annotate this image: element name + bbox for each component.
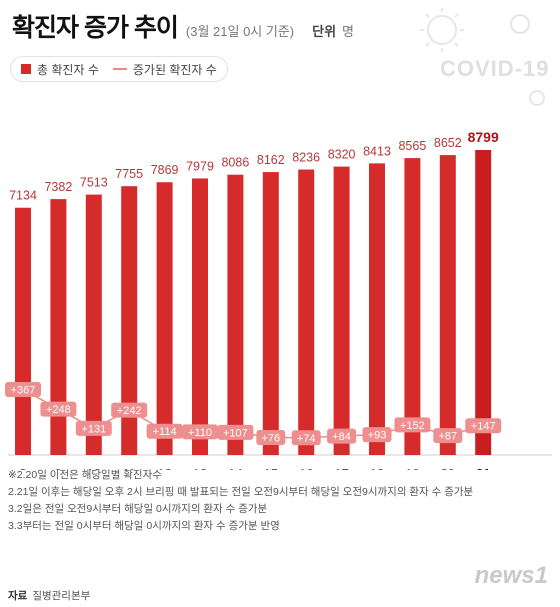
x-tick-label: 19 (405, 466, 419, 470)
increase-value-label: +147 (471, 421, 496, 433)
increase-label-bg (40, 401, 77, 417)
bar-total-cases (50, 199, 67, 455)
footnote: ※2.20일 이전은 해당일별 확진자수 (8, 469, 162, 481)
virus-decoration-icon (420, 8, 545, 106)
increase-value-label: +74 (297, 433, 316, 445)
confirmed-cases-chart: 7134 8 7382 9 7513 10 7755 11 7869 12 7979 13 8086 14… (5, 129, 552, 470)
chart-legend: 총 확진자 수 증가된 확진자 수 (10, 56, 228, 82)
increase-label-bg (75, 420, 112, 436)
bar-total-cases (121, 186, 138, 455)
bar-total-cases (227, 174, 244, 456)
bar-value-label: 8652 (434, 136, 462, 150)
footnote: 2.21일 이후는 해당일 오후 2시 브리핑 때 발표되는 전일 오전9시부터… (8, 486, 474, 498)
bar-total-cases (298, 169, 315, 455)
increase-label-bg (111, 402, 148, 418)
increase-label-bg (5, 381, 41, 397)
chart-header: 확진자 증가 추이 (3월 21일 0시 기준) 단위 명 (12, 8, 354, 48)
increase-label-bg (465, 418, 502, 434)
footnote: 3.3부터는 전일 0시부터 해당일 0시까지의 환자 수 증가분 반영 (8, 520, 280, 532)
increase-value-label: +76 (261, 432, 280, 444)
bar-total-cases (15, 207, 31, 455)
legend-bar-swatch (21, 64, 31, 74)
bar-value-label: 7513 (80, 176, 108, 190)
bar-total-cases (404, 158, 421, 455)
increase-label-bg (433, 428, 463, 444)
increase-label-bg (291, 430, 321, 446)
increase-label-bg (217, 424, 254, 440)
increase-value-label: +107 (223, 427, 248, 439)
x-tick-label: 12 (157, 466, 171, 470)
legend-bar-label: 총 확진자 수 (37, 62, 99, 77)
increase-value-label: +242 (117, 405, 142, 417)
bar-value-label: 7382 (44, 180, 72, 194)
x-tick-label: 18 (370, 466, 384, 470)
increase-value-label: +110 (188, 427, 212, 439)
footnotes: ※2.20일 이전은 해당일별 확진자수 2.21일 이후는 해당일 오후 2시… (8, 467, 473, 535)
bar-value-label: 8320 (328, 148, 356, 162)
increase-value-label: +248 (46, 404, 71, 416)
bar-value-label: 7979 (186, 159, 214, 173)
bar-value-label: 8565 (398, 139, 426, 153)
unit-value: 명 (342, 24, 355, 39)
x-tick-label: 10 (87, 466, 101, 470)
bar-total-cases (369, 163, 385, 455)
increase-value-label: +93 (368, 430, 387, 442)
increase-label-bg (256, 429, 286, 445)
bar-total-cases (156, 182, 173, 455)
bar-value-label: 7869 (151, 163, 179, 177)
increase-value-label: +114 (153, 426, 177, 438)
x-tick-label: 15 (264, 466, 278, 470)
increase-value-label: +131 (81, 423, 106, 435)
unit-label: 단위 (312, 24, 337, 39)
footnote: 3.2일은 전일 오전9시부터 해당일 0시까지의 환자 수 증가분 (8, 503, 268, 515)
increase-label-bg (146, 423, 183, 439)
increase-label-bg (182, 424, 218, 440)
source-note: 자료 질병관리본부 (8, 588, 90, 603)
bar-value-label: 8799 (468, 129, 499, 145)
x-tick-label: 21 (476, 466, 490, 470)
bar-total-cases (333, 166, 350, 456)
x-tick-label: 13 (193, 466, 207, 470)
covid-19-watermark: COVID-19 (440, 56, 550, 81)
x-tick-label: 20 (441, 466, 455, 470)
legend-line-swatch (112, 68, 127, 70)
increase-label-bg (362, 427, 392, 443)
bar-total-cases (85, 194, 102, 455)
bar-value-label: 7755 (115, 167, 143, 181)
x-tick-label: 8 (19, 466, 26, 470)
source-value: 질병관리본부 (32, 590, 91, 602)
chart-title: 확진자 증가 추이 (12, 14, 179, 42)
news1-logo: news1 (474, 562, 548, 589)
increase-label-bg (327, 428, 357, 444)
unit-note: 단위 명 (312, 21, 354, 40)
bar-value-label: 8413 (363, 144, 391, 158)
x-tick-label: 16 (299, 466, 313, 470)
legend-line-label: 증가된 확진자 수 (132, 62, 217, 77)
x-tick-label: 9 (55, 466, 62, 470)
x-tick-label: 14 (228, 466, 242, 470)
bar-value-label: 7134 (9, 189, 37, 203)
bar-total-cases (192, 178, 208, 455)
bar-total-cases (262, 172, 279, 455)
bar-value-label: 8162 (257, 153, 285, 167)
increase-value-label: +87 (438, 431, 457, 443)
increase-value-label: +367 (11, 384, 36, 396)
increase-value-label: +84 (332, 431, 351, 443)
bar-value-label: 8236 (292, 151, 320, 165)
x-tick-label: 17 (334, 466, 348, 470)
x-tick-label: 11 (122, 466, 136, 470)
bar-value-label: 8086 (221, 156, 249, 170)
increase-label-bg (394, 417, 431, 433)
source-label: 자료 (8, 590, 28, 602)
bar-total-cases (475, 150, 492, 455)
chart-subtitle: (3월 21일 0시 기준) (185, 24, 295, 39)
bar-total-cases (439, 155, 456, 455)
increase-value-label: +152 (400, 420, 425, 432)
